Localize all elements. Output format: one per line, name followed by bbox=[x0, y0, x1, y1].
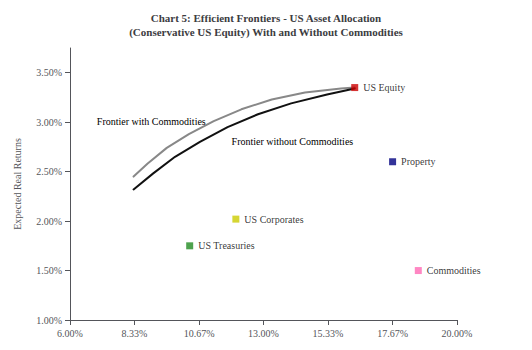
svg-text:Frontier with Commodities: Frontier with Commodities bbox=[97, 116, 206, 127]
svg-text:17.67%: 17.67% bbox=[377, 328, 408, 339]
svg-text:2.50%: 2.50% bbox=[36, 166, 62, 177]
svg-text:20.00%: 20.00% bbox=[442, 328, 473, 339]
svg-text:US Treasuries: US Treasuries bbox=[198, 240, 255, 251]
svg-text:13.00%: 13.00% bbox=[248, 328, 279, 339]
svg-text:Expected Real Returns: Expected Real Returns bbox=[12, 138, 23, 230]
svg-text:2.00%: 2.00% bbox=[36, 216, 62, 227]
svg-text:3.50%: 3.50% bbox=[36, 67, 62, 78]
svg-text:(Conservative US Equity) With: (Conservative US Equity) With and Withou… bbox=[129, 26, 403, 39]
svg-text:8.33%: 8.33% bbox=[121, 328, 147, 339]
svg-text:Commodities: Commodities bbox=[427, 265, 481, 276]
svg-text:1.00%: 1.00% bbox=[36, 315, 62, 326]
svg-text:US Equity: US Equity bbox=[363, 82, 405, 93]
svg-text:Frontier without Commodities: Frontier without Commodities bbox=[232, 136, 354, 147]
svg-text:15.33%: 15.33% bbox=[312, 328, 343, 339]
svg-text:Property: Property bbox=[401, 156, 435, 167]
svg-text:6.00%: 6.00% bbox=[57, 328, 83, 339]
svg-text:3.00%: 3.00% bbox=[36, 117, 62, 128]
svg-text:Chart 5: Efficient Frontiers -: Chart 5: Efficient Frontiers - US Asset … bbox=[151, 12, 381, 24]
svg-text:1.50%: 1.50% bbox=[36, 265, 62, 276]
svg-text:10.67%: 10.67% bbox=[184, 328, 215, 339]
svg-text:US Corporates: US Corporates bbox=[244, 214, 303, 225]
